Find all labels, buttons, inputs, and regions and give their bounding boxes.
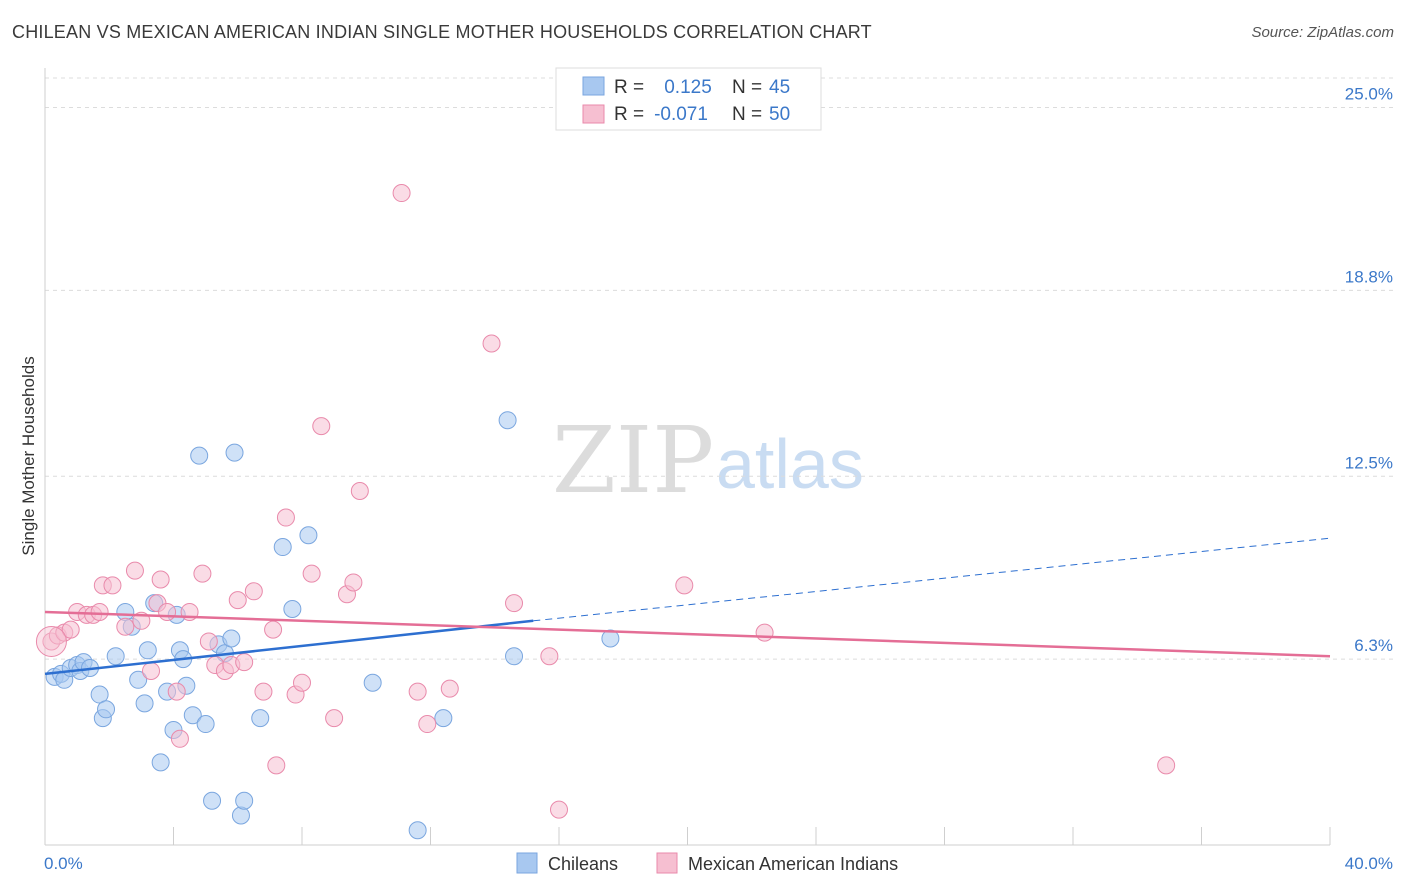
point-chilean-11 (106, 647, 125, 666)
legend-mexican-swatch (656, 852, 678, 874)
point-chilean-33 (231, 806, 250, 825)
source-attribution: Source: ZipAtlas.com (1251, 24, 1394, 41)
point-chilean-14 (129, 670, 148, 689)
point-mexican-21 (199, 632, 218, 651)
legend-chileans-swatch (516, 852, 538, 874)
point-mexican-50 (1157, 756, 1176, 775)
data-points (35, 184, 1176, 840)
watermark-zip: ZIP (552, 407, 714, 514)
axes (44, 68, 1331, 846)
point-mexican-42 (440, 679, 459, 698)
r-value-chileans: 0.125 (664, 77, 712, 98)
x-tick-label-0: 0.0% (44, 854, 83, 873)
y-tick-label-0: 6.3% (1354, 636, 1393, 655)
point-mexican-29 (264, 620, 283, 639)
point-chilean-38 (299, 526, 318, 545)
point-chilean-36 (273, 538, 292, 557)
point-chilean-31 (222, 629, 241, 648)
point-chilean-35 (251, 709, 270, 728)
point-mexican-43 (482, 334, 501, 353)
n-label-2: N = (732, 104, 762, 125)
point-chilean-27 (196, 715, 215, 734)
point-mexican-11 (125, 561, 144, 580)
x-tick-label-1: 40.0% (1345, 854, 1393, 873)
point-mexican-cluster (35, 625, 67, 657)
point-chilean-18 (151, 753, 170, 772)
point-mexican-30 (267, 756, 286, 775)
point-mexican-31 (276, 508, 295, 527)
mexican-swatch (582, 104, 605, 124)
point-chilean-15 (135, 694, 154, 713)
point-mexican-3 (61, 620, 80, 639)
point-mexican-10 (116, 617, 135, 636)
point-chilean-37 (283, 600, 302, 618)
legend-chileans-label: Chileans (548, 854, 618, 874)
point-mexican-13 (142, 661, 161, 680)
chileans-swatch (582, 76, 605, 96)
point-chilean-40 (408, 821, 427, 840)
y-tick-labels: 6.3% 12.5% 18.8% 25.0% (1345, 85, 1393, 656)
y-tick-label-3: 25.0% (1345, 85, 1393, 104)
series-legend: Chileans Mexican American Indians (516, 852, 898, 874)
point-mexican-27 (244, 582, 263, 601)
trend-line-chileans (44, 619, 534, 676)
point-chilean-16 (138, 641, 157, 660)
point-chilean-42 (505, 647, 524, 666)
point-chilean-10 (97, 700, 116, 719)
r-label-1: R = (614, 77, 644, 98)
point-mexican-34 (302, 564, 321, 583)
point-mexican-26 (235, 653, 254, 672)
n-label-1: N = (732, 77, 762, 98)
point-mexican-40 (408, 682, 427, 701)
point-mexican-33 (293, 673, 311, 692)
point-chilean-43 (434, 709, 453, 728)
y-axis-title: Single Mother Households (19, 356, 38, 555)
point-mexican-16 (158, 602, 177, 621)
y-tick-label-1: 12.5% (1345, 453, 1393, 472)
point-chilean-25 (183, 706, 202, 725)
point-mexican-46 (550, 800, 568, 819)
point-mexican-45 (540, 647, 559, 666)
point-mexican-9 (103, 576, 122, 595)
point-mexican-35 (312, 417, 331, 436)
y-tick-label-2: 18.8% (1345, 267, 1393, 286)
point-chilean-41 (498, 411, 517, 430)
point-chilean-39 (363, 673, 382, 692)
point-chilean-32 (225, 443, 244, 462)
point-mexican-41 (418, 715, 437, 734)
point-mexican-36 (325, 709, 344, 728)
point-mexican-39 (350, 482, 369, 500)
point-mexican-38 (344, 573, 363, 592)
point-mexican-47 (392, 184, 411, 203)
n-value-mexican: 50 (769, 104, 790, 125)
point-mexican-28 (254, 682, 273, 701)
point-mexican-20 (193, 564, 212, 583)
r-value-mexican: -0.071 (654, 104, 708, 125)
stats-legend: R = 0.125 N = 45 R = -0.071 N = 50 (555, 67, 822, 131)
r-label-2: R = (614, 104, 644, 125)
trend-line-chileans-extension (533, 537, 1331, 622)
point-mexican-15 (151, 570, 170, 589)
chart-title: CHILEAN VS MEXICAN AMERICAN INDIAN SINGL… (12, 22, 872, 42)
point-mexican-25 (228, 591, 247, 610)
trend-lines (44, 537, 1331, 676)
watermark: ZIP atlas (552, 407, 864, 514)
gridlines (45, 77, 1395, 660)
point-mexican-7 (90, 602, 109, 621)
legend-mexican-label: Mexican American Indians (688, 854, 898, 874)
point-mexican-17 (167, 682, 186, 701)
point-chilean-44 (601, 629, 620, 648)
point-chilean-34 (235, 791, 254, 810)
point-mexican-49 (755, 623, 774, 642)
trend-line-mexican (44, 610, 1331, 658)
point-mexican-48 (675, 576, 694, 595)
point-chilean-28 (203, 791, 222, 810)
x-tick-labels: 0.0% 40.0% (44, 854, 1393, 873)
point-mexican-18 (170, 729, 189, 748)
point-chilean-26 (190, 446, 209, 465)
n-value-chileans: 45 (769, 77, 790, 98)
watermark-atlas: atlas (716, 425, 864, 503)
point-mexican-44 (505, 594, 524, 613)
